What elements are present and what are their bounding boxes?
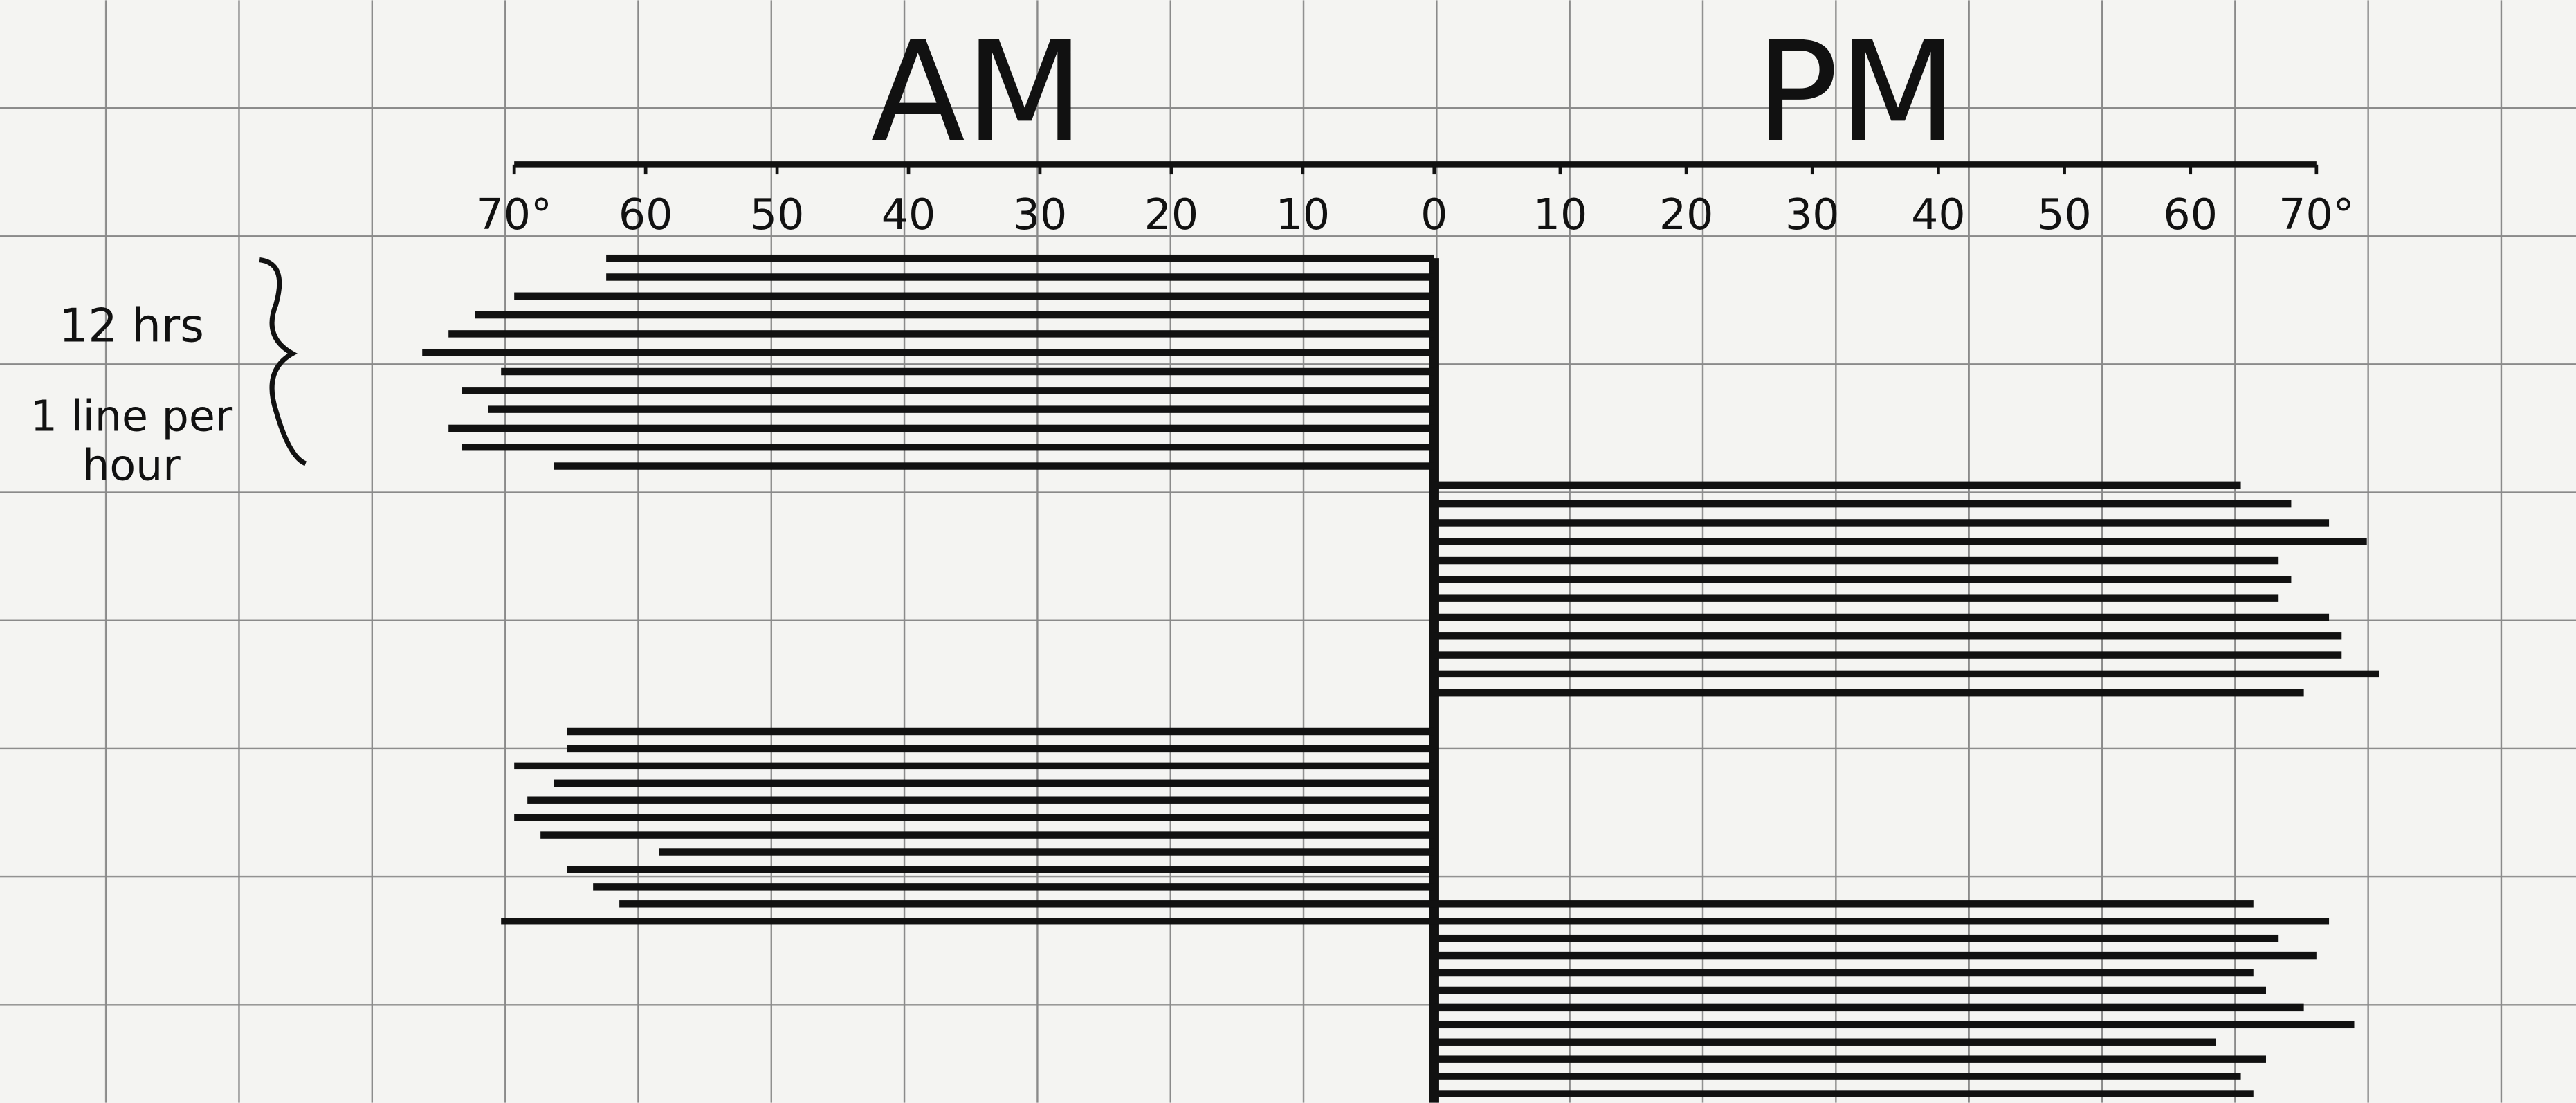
- x-tick-label: 50: [750, 190, 805, 239]
- bar: [448, 424, 1434, 432]
- bar: [527, 796, 1434, 804]
- bar: [540, 831, 1434, 839]
- bar: [1434, 481, 2241, 489]
- x-tick-label: 10: [1276, 190, 1331, 239]
- bar: [1434, 1021, 2355, 1029]
- bar: [514, 762, 1434, 770]
- am-title: AM: [870, 12, 1084, 173]
- bar: [1434, 670, 2379, 678]
- bar: [554, 462, 1434, 470]
- bar: [1434, 500, 2292, 508]
- brace: [259, 257, 307, 466]
- x-tick-label: 50: [2037, 190, 2092, 239]
- bar: [1434, 519, 2330, 527]
- x-tick-label: 60: [2163, 190, 2218, 239]
- bar: [606, 254, 1434, 262]
- bar: [567, 866, 1434, 873]
- bar: [659, 848, 1434, 856]
- bar: [1434, 969, 2254, 977]
- bar: [1434, 538, 2367, 545]
- bar: [514, 292, 1434, 300]
- bar: [1434, 651, 2342, 659]
- x-tick-label: 30: [1013, 190, 1068, 239]
- bar: [1434, 613, 2330, 621]
- bar: [1434, 934, 2279, 942]
- bar: [606, 273, 1434, 281]
- bar: [1434, 576, 2292, 583]
- x-tick-label: 10: [1533, 190, 1588, 239]
- bar: [1434, 986, 2266, 994]
- x-tick-label: 0: [1421, 190, 1447, 239]
- bar: [448, 330, 1434, 338]
- bar: [593, 883, 1434, 891]
- x-tick-label: 60: [619, 190, 673, 239]
- annotation: 12 hrs: [59, 298, 204, 352]
- bar: [501, 918, 1434, 925]
- bar: [1434, 1090, 2254, 1097]
- bar: [1434, 689, 2304, 697]
- bar: [1434, 594, 2279, 602]
- x-tick-label: 40: [881, 190, 936, 239]
- bar: [1434, 556, 2279, 565]
- bar: [1434, 1055, 2266, 1063]
- bar: [1434, 1003, 2304, 1012]
- x-tick-label: 70°: [2278, 190, 2354, 239]
- bar: [422, 349, 1434, 356]
- bar: [554, 779, 1434, 787]
- bar: [1434, 900, 2254, 908]
- x-tick-label: 70°: [476, 190, 551, 239]
- x-tick-label: 30: [1785, 190, 1840, 239]
- bar: [488, 405, 1434, 413]
- bar: [1434, 1038, 2216, 1046]
- x-tick-label: 20: [1144, 190, 1199, 239]
- bar: [462, 387, 1434, 394]
- pm-title: PM: [1755, 12, 1957, 173]
- x-tick-label: 20: [1659, 190, 1714, 239]
- annotation: 1 line per hour: [30, 394, 233, 492]
- bar: [1434, 1073, 2241, 1080]
- annotation-box: 1 line per hour: [30, 394, 233, 492]
- bar: [475, 311, 1434, 319]
- bar: [1434, 918, 2330, 925]
- bar: [567, 727, 1434, 736]
- bar: [1434, 632, 2342, 640]
- bar: [501, 367, 1434, 376]
- bar: [619, 900, 1434, 908]
- bar: [567, 745, 1434, 753]
- bar: [514, 814, 1434, 821]
- bar: [462, 444, 1434, 451]
- x-tick-label: 40: [1911, 190, 1966, 239]
- bar: [1434, 951, 2317, 960]
